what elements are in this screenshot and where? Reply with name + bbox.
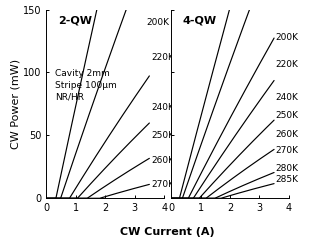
- Text: 200K: 200K: [276, 33, 298, 42]
- Text: Cavity 2mm
Stripe 100μm
NR/HR: Cavity 2mm Stripe 100μm NR/HR: [55, 69, 117, 101]
- Text: 240K: 240K: [276, 93, 298, 102]
- Text: 240K: 240K: [151, 103, 174, 112]
- Text: CW Current (A): CW Current (A): [120, 227, 215, 237]
- Text: 250K: 250K: [151, 131, 174, 140]
- Text: 260K: 260K: [276, 130, 298, 139]
- Text: 260K: 260K: [151, 156, 174, 165]
- Text: 220K: 220K: [276, 60, 298, 70]
- Text: 4-QW: 4-QW: [183, 15, 217, 25]
- Text: 2-QW: 2-QW: [58, 15, 92, 25]
- Text: 200K: 200K: [146, 18, 169, 27]
- Text: 280K: 280K: [276, 164, 298, 173]
- Text: 270K: 270K: [151, 180, 174, 189]
- Text: 270K: 270K: [276, 146, 298, 155]
- Y-axis label: CW Power (mW): CW Power (mW): [10, 59, 20, 149]
- Text: 220K: 220K: [151, 53, 174, 62]
- Text: 250K: 250K: [276, 111, 298, 120]
- Text: 285K: 285K: [276, 175, 298, 184]
